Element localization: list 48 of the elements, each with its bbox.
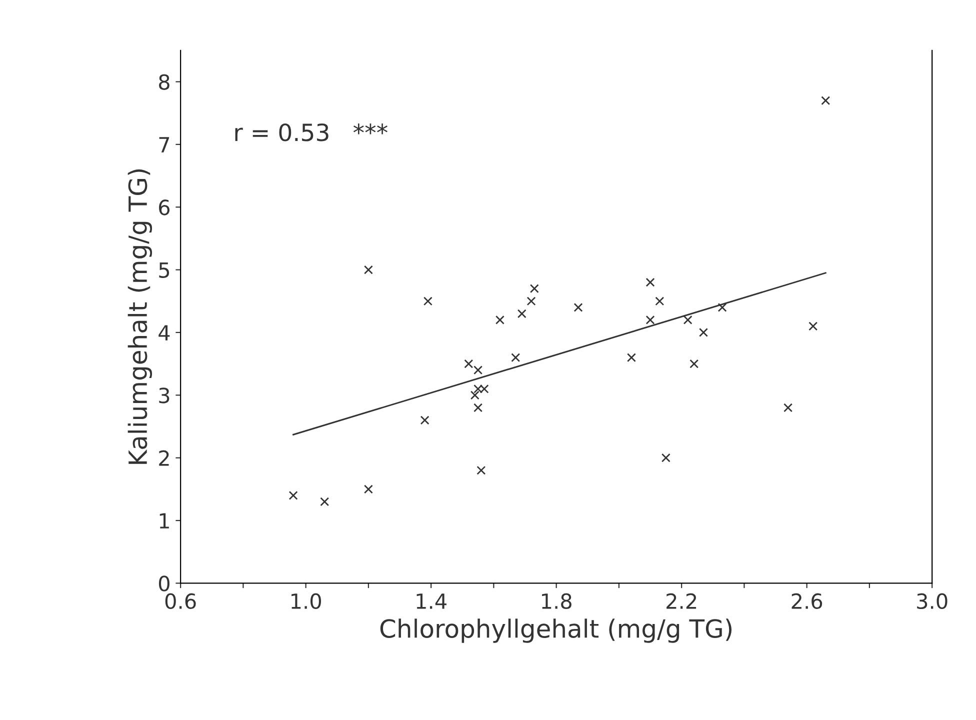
point	[320, 497, 330, 506]
point	[364, 484, 373, 494]
y-tick-label: 2	[159, 450, 169, 466]
point	[784, 403, 793, 412]
point	[808, 322, 818, 331]
point	[526, 296, 536, 306]
point	[470, 390, 480, 400]
point	[288, 490, 298, 500]
x-tick-label: 1.0	[292, 593, 321, 610]
point	[474, 366, 483, 375]
x-tick-label: 2.6	[792, 593, 822, 610]
y-tick-label: 7	[159, 137, 170, 152]
point	[420, 416, 430, 425]
point	[364, 265, 373, 274]
point	[690, 359, 699, 368]
point	[464, 359, 474, 368]
point	[474, 403, 483, 412]
point	[626, 353, 636, 362]
x-tick-label: 3.0	[917, 593, 948, 610]
y-tick-label: 8	[158, 74, 170, 90]
point	[495, 315, 504, 324]
point	[718, 302, 727, 312]
point	[423, 296, 432, 306]
point	[530, 284, 539, 294]
point	[661, 453, 670, 462]
point	[511, 353, 520, 362]
y-tick-label: 3	[159, 388, 170, 404]
x-tick-label: 1.4	[416, 594, 446, 609]
y-axis-title: Kaliumgehalt (mg/g TG)	[128, 169, 152, 464]
point	[683, 315, 692, 324]
x-axis-title: Chlorophyllgehalt (mg/g TG)	[380, 618, 732, 643]
annotation: r = 0.53 ***	[235, 123, 388, 142]
x-tick-label: 2.2	[666, 593, 696, 609]
y-tick-label: 5	[159, 262, 170, 278]
y-tick-label: 0	[158, 576, 170, 592]
x-tick-label: 0.6	[165, 593, 196, 610]
x-tick-label: 1.8	[542, 593, 572, 610]
point	[698, 328, 708, 337]
y-tick-label: 4	[158, 325, 170, 340]
y-tick-label: 6	[159, 200, 170, 216]
y-tick-label: 1	[160, 513, 169, 528]
point	[517, 309, 526, 318]
point	[476, 466, 486, 475]
point	[646, 278, 655, 287]
point	[646, 315, 655, 324]
point	[821, 96, 830, 106]
point	[655, 296, 664, 306]
point	[574, 302, 583, 312]
